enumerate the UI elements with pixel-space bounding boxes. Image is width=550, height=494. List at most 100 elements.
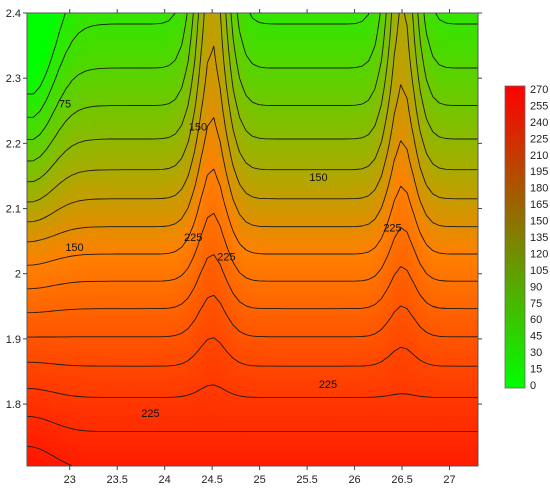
- field-cell: [72, 43, 78, 49]
- field-cell: [212, 430, 219, 437]
- field-cell: [267, 33, 274, 39]
- field-cell: [62, 264, 68, 271]
- field-cell: [42, 385, 48, 392]
- field-cell: [57, 299, 63, 306]
- field-cell: [157, 103, 163, 110]
- field-cell: [127, 88, 133, 95]
- field-cell: [32, 410, 38, 417]
- field-cell: [267, 204, 274, 210]
- field-cell: [202, 380, 208, 387]
- field-cell: [247, 264, 254, 271]
- field-cell: [192, 289, 198, 296]
- field-cell: [127, 430, 133, 437]
- field-cell: [192, 73, 198, 80]
- field-cell: [162, 294, 168, 301]
- field-cell: [77, 133, 83, 140]
- field-cell: [62, 18, 68, 24]
- field-cell: [157, 58, 163, 64]
- field-cell: [282, 68, 289, 74]
- field-cell: [272, 445, 279, 452]
- field-cell: [122, 325, 128, 331]
- field-cell: [162, 43, 168, 49]
- field-cell: [232, 214, 239, 220]
- field-cell: [217, 214, 224, 220]
- field-cell: [197, 385, 203, 392]
- field-cell: [162, 395, 168, 402]
- field-cell: [47, 385, 53, 392]
- field-cell: [227, 440, 234, 447]
- field-cell: [272, 269, 279, 276]
- field-cell: [27, 48, 33, 54]
- field-cell: [167, 309, 173, 316]
- field-cell: [247, 315, 254, 321]
- field-cell: [82, 405, 88, 412]
- field-cell: [207, 63, 214, 69]
- field-cell: [52, 113, 58, 120]
- field-cell: [302, 350, 309, 356]
- field-cell: [77, 184, 83, 190]
- field-cell: [227, 78, 234, 85]
- field-cell: [172, 294, 178, 301]
- field-cell: [42, 189, 48, 195]
- field-cell: [237, 435, 244, 442]
- field-cell: [92, 365, 98, 371]
- field-cell: [252, 28, 259, 34]
- field-cell: [47, 13, 53, 19]
- field-cell: [127, 410, 133, 417]
- field-cell: [262, 249, 269, 256]
- field-cell: [47, 425, 53, 432]
- field-cell: [152, 425, 158, 432]
- field-cell: [182, 123, 188, 130]
- field-cell: [132, 169, 138, 175]
- field-cell: [162, 239, 168, 246]
- field-cell: [272, 315, 279, 321]
- field-cell: [302, 450, 309, 457]
- field-cell: [92, 304, 98, 311]
- field-cell: [92, 239, 98, 246]
- field-cell: [57, 400, 63, 407]
- field-cell: [167, 184, 173, 190]
- field-cell: [107, 320, 113, 326]
- field-cell: [282, 224, 289, 231]
- field-cell: [237, 58, 244, 64]
- field-cell: [227, 123, 234, 130]
- field-cell: [127, 400, 133, 407]
- field-cell: [142, 385, 148, 392]
- field-cell: [62, 118, 68, 125]
- field-cell: [252, 380, 259, 387]
- field-cell: [172, 440, 178, 447]
- field-cell: [127, 355, 133, 361]
- field-cell: [257, 214, 264, 220]
- field-cell: [127, 360, 133, 366]
- field-cell: [172, 53, 178, 59]
- field-cell: [52, 148, 58, 155]
- field-cell: [102, 309, 108, 316]
- field-cell: [32, 405, 38, 412]
- field-cell: [162, 355, 168, 361]
- field-cell: [162, 48, 168, 54]
- field-cell: [297, 73, 304, 80]
- field-cell: [222, 23, 229, 29]
- field-cell: [217, 239, 224, 246]
- field-cell: [152, 78, 158, 85]
- field-cell: [142, 158, 148, 165]
- field-cell: [302, 264, 309, 271]
- field-cell: [282, 153, 289, 160]
- field-cell: [42, 254, 48, 261]
- field-cell: [147, 350, 153, 356]
- field-cell: [252, 385, 259, 392]
- field-cell: [227, 340, 234, 346]
- field-cell: [47, 98, 53, 105]
- field-cell: [102, 365, 108, 371]
- field-cell: [207, 425, 214, 432]
- field-cell: [182, 335, 188, 341]
- field-cell: [247, 184, 254, 190]
- field-cell: [147, 254, 153, 261]
- field-cell: [67, 33, 73, 39]
- field-cell: [122, 28, 128, 34]
- field-cell: [122, 108, 128, 115]
- field-cell: [52, 244, 58, 251]
- field-cell: [292, 209, 299, 215]
- field-cell: [97, 199, 103, 205]
